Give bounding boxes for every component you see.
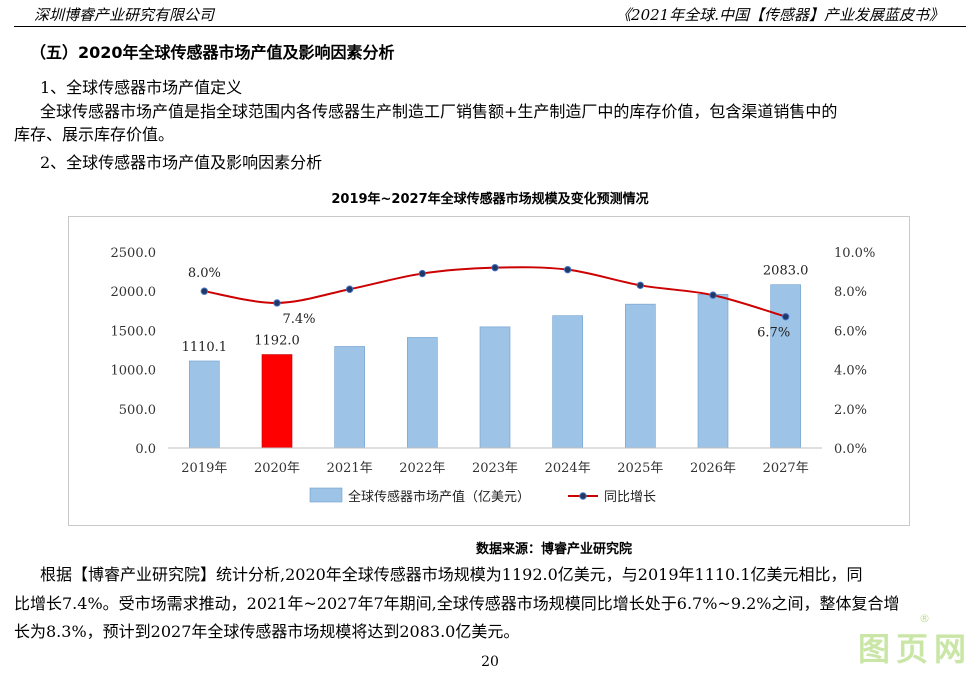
page-header: 深圳博睿产业研究有限公司 《2021年全球.中国【传感器】产业发展蓝皮书》 bbox=[0, 0, 980, 32]
left-axis-tick-label: 500.0 bbox=[119, 403, 156, 418]
bar-2019年 bbox=[189, 360, 220, 449]
growth-rate-point-2021年 bbox=[345, 285, 354, 293]
bar-2022年 bbox=[407, 337, 438, 449]
bar-2024年 bbox=[552, 315, 583, 449]
data-source: 数据来源：博睿产业研究院 bbox=[476, 542, 633, 557]
growth-rate-point-2022年 bbox=[418, 269, 427, 278]
growth-rate-point-2020年 bbox=[273, 299, 281, 307]
left-axis-tick-label: 2000.0 bbox=[111, 285, 157, 300]
growth-rate-point-2019年 bbox=[200, 287, 209, 295]
watermark-registered-mark: ® bbox=[919, 612, 930, 625]
left-axis-tick-label: 0.0 bbox=[135, 442, 156, 457]
line-data-label: 8.0% bbox=[188, 266, 221, 281]
x-tick-label: 2024年 bbox=[545, 461, 591, 476]
growth-rate-point-2024年 bbox=[563, 265, 572, 274]
bar-2026年 bbox=[697, 294, 729, 449]
analysis-line2: 比增长7.4%。受市场需求推动，2021年~2027年7年期间,全球传感器市场规… bbox=[14, 594, 900, 613]
paragraph-definition-line2: 库存、展示库存价值。 bbox=[14, 125, 175, 144]
growth-rate-point-2023年 bbox=[491, 263, 499, 272]
x-tick-label: 2027年 bbox=[763, 461, 809, 476]
right-axis-tick-label: 4.0% bbox=[834, 364, 867, 379]
x-tick-label: 2019年 bbox=[181, 461, 227, 476]
chart-frame bbox=[68, 216, 910, 526]
legend-swatch-bars bbox=[309, 487, 343, 503]
page-number: 20 bbox=[481, 654, 499, 670]
legend-label-line: 同比增长 bbox=[604, 490, 656, 505]
growth-rate-point-2026年 bbox=[709, 291, 717, 299]
watermark-logo: 图页网 bbox=[858, 630, 973, 668]
bar-data-label: 2083.0 bbox=[763, 264, 809, 279]
section-title: （五）2020年全球传感器市场产值及影响因素分析 bbox=[30, 43, 395, 62]
bar-2023年 bbox=[479, 326, 511, 449]
x-tick-label: 2025年 bbox=[617, 461, 663, 476]
bar-2025年 bbox=[625, 303, 656, 449]
subsection-2-title: 2、全球传感器市场产值及影响因素分析 bbox=[40, 153, 323, 172]
bar-data-label: 1110.1 bbox=[182, 340, 228, 355]
legend-marker-line bbox=[579, 492, 587, 500]
right-axis-tick-label: 0.0% bbox=[834, 442, 867, 457]
x-tick-label: 2023年 bbox=[472, 461, 518, 476]
x-tick-label: 2022年 bbox=[399, 461, 445, 476]
subsection-1-title: 1、全球传感器市场产值定义 bbox=[40, 78, 243, 97]
bar-2027年 bbox=[770, 284, 801, 449]
x-tick-label: 2021年 bbox=[327, 461, 373, 476]
chart-title: 2019年~2027年全球传感器市场规模及变化预测情况 bbox=[331, 192, 649, 207]
header-divider bbox=[14, 26, 966, 27]
bar-2021年 bbox=[334, 346, 365, 449]
left-axis-tick-label: 1500.0 bbox=[111, 324, 157, 339]
bar-2020年 bbox=[261, 354, 293, 449]
growth-rate-point-2025年 bbox=[636, 281, 645, 290]
x-tick-label: 2020年 bbox=[254, 461, 300, 476]
paragraph-definition-line1: 全球传感器市场产值是指全球范围内各传感器生产制造工厂销售额+生产制造厂中的库存价… bbox=[40, 102, 838, 121]
right-axis-tick-label: 2.0% bbox=[834, 403, 867, 418]
growth-rate-point-2027年 bbox=[781, 312, 790, 321]
x-tick-label: 2026年 bbox=[690, 461, 736, 476]
line-data-label: 6.7% bbox=[757, 326, 790, 341]
analysis-line1: 根据【博睿产业研究院】统计分析,2020年全球传感器市场规模为1192.0亿美元… bbox=[40, 565, 863, 584]
right-axis-tick-label: 6.0% bbox=[834, 324, 867, 339]
legend-label-bars: 全球传感器市场产值（亿美元） bbox=[348, 489, 530, 505]
bar-data-label: 1192.0 bbox=[254, 334, 300, 349]
line-data-label: 7.4% bbox=[282, 312, 315, 327]
right-axis-tick-label: 10.0% bbox=[834, 246, 875, 261]
right-axis-tick-label: 8.0% bbox=[834, 285, 867, 300]
header-book-title: 《2021年全球.中国【传感器】产业发展蓝皮书》 bbox=[616, 6, 944, 24]
header-company: 深圳博睿产业研究有限公司 bbox=[34, 6, 215, 24]
left-axis-tick-label: 2500.0 bbox=[111, 246, 157, 261]
left-axis-tick-label: 1000.0 bbox=[111, 364, 157, 379]
analysis-line3: 长为8.3%，预计到2027年全球传感器市场规模将达到2083.0亿美元。 bbox=[14, 622, 520, 641]
